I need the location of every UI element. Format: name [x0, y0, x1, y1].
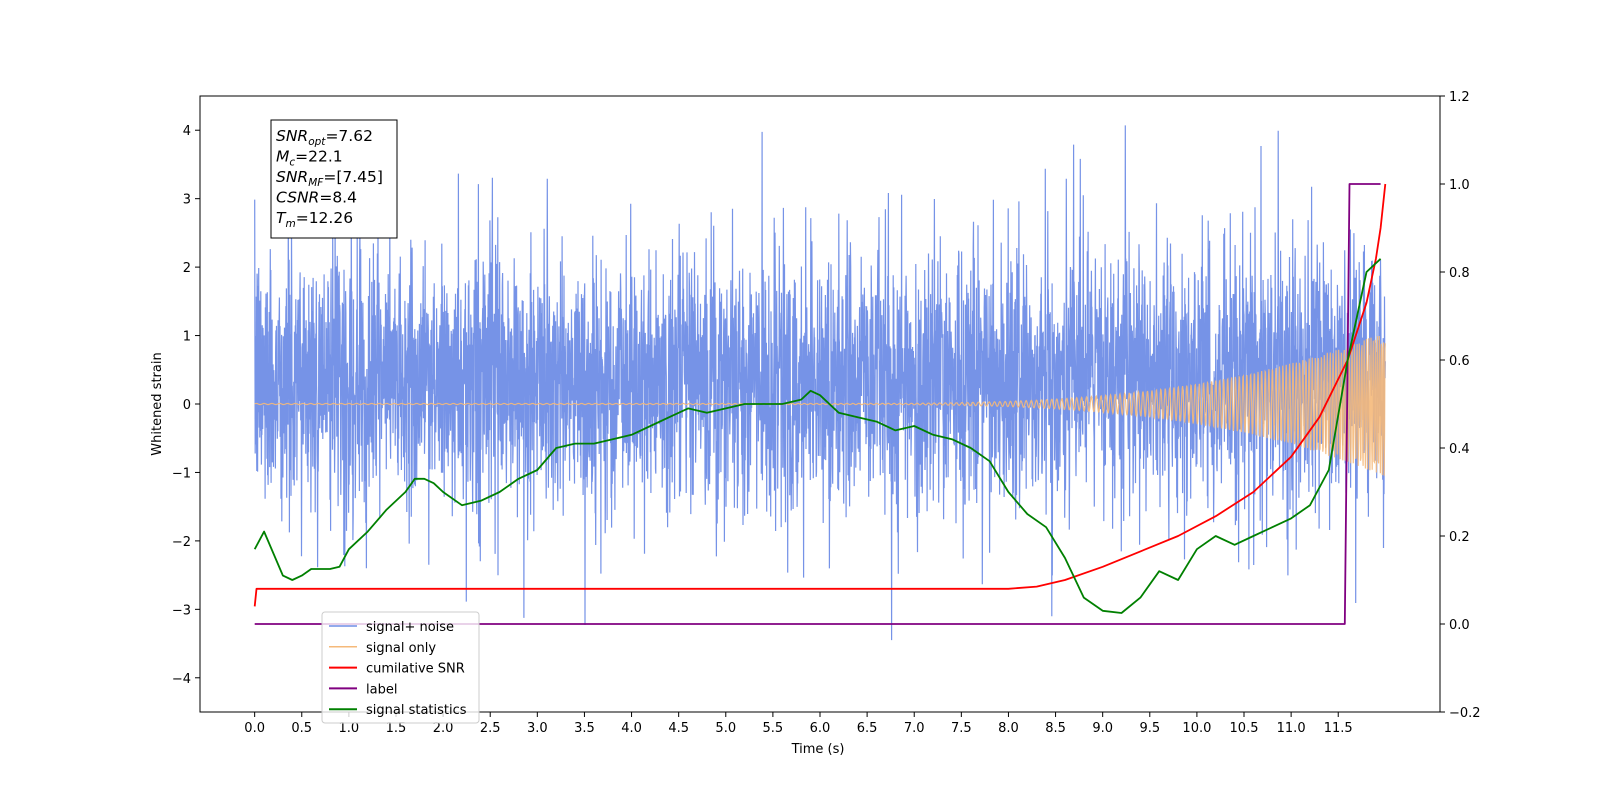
- x-tick-label: 6.5: [857, 721, 878, 736]
- annotation-line: Tm=12.26: [276, 209, 353, 230]
- x-tick-label: 11.0: [1277, 721, 1306, 736]
- x-tick-label: 8.0: [998, 721, 1019, 736]
- legend-label: label: [366, 682, 397, 697]
- annotation-line: SNRopt=7.62: [276, 127, 373, 148]
- y2-tick-label: 1.0: [1449, 178, 1470, 193]
- y2-tick-label: 0.0: [1449, 618, 1470, 633]
- y-axis-left: 4 3 2 1 0 −1 −2 −3 −4: [172, 124, 200, 687]
- x-tick-label: 8.5: [1045, 721, 1066, 736]
- y2-tick-label: 0.6: [1449, 354, 1470, 369]
- y2-tick-label: 0.8: [1449, 266, 1470, 281]
- y-tick-label: −3: [172, 603, 191, 618]
- x-tick-label: 7.5: [951, 721, 972, 736]
- x-tick-label: 2.5: [480, 721, 501, 736]
- legend: signal+ noise signal only cumilative SNR la…: [321, 611, 480, 724]
- legend-label: signal+ noise: [366, 620, 454, 635]
- x-tick-label: 1.0: [339, 721, 360, 736]
- x-tick-label: 10.0: [1182, 721, 1211, 736]
- x-tick-label: 3.5: [574, 721, 595, 736]
- x-tick-label: 4.5: [668, 721, 689, 736]
- y-axis-right: 1.2 1.0 0.8 0.6 0.4 0.2 0.0 −0.2: [1440, 90, 1481, 721]
- annotation-line: CSNR=8.4: [276, 189, 357, 207]
- y2-tick-label: 1.2: [1449, 90, 1470, 105]
- x-tick-label: 9.0: [1092, 721, 1113, 736]
- annotation-frame: [270, 119, 398, 239]
- series-line-signal-only: [254, 335, 1386, 476]
- x-axis-title: Time (s): [791, 742, 845, 757]
- x-tick-label: 0.5: [291, 721, 312, 736]
- y-tick-label: −4: [172, 672, 191, 687]
- legend-frame: [321, 611, 480, 724]
- legend-label: cumilative SNR: [366, 662, 465, 677]
- x-tick-label: 10.5: [1230, 721, 1259, 736]
- x-tick-label: 3.0: [527, 721, 548, 736]
- y-tick-label: −1: [172, 466, 191, 481]
- annotation-line: Mc=22.1: [276, 148, 343, 169]
- y-tick-label: 1: [183, 330, 191, 345]
- x-tick-label: 0.0: [244, 721, 265, 736]
- series-line-signal-statistics: [253, 258, 1382, 614]
- x-tick-label: 9.5: [1139, 721, 1160, 736]
- series-layer: [253, 125, 1387, 641]
- series-line-label: [254, 183, 1381, 625]
- y-tick-label: 3: [183, 193, 191, 208]
- x-tick-label: 6.0: [810, 721, 831, 736]
- x-tick-label: 5.0: [715, 721, 736, 736]
- x-tick-label: 4.0: [621, 721, 642, 736]
- y-tick-label: −2: [172, 535, 191, 550]
- y-axis-title: Whitened strain: [150, 352, 165, 455]
- x-tick-label: 5.5: [763, 721, 784, 736]
- x-tick-label: 7.0: [904, 721, 925, 736]
- y-tick-label: 0: [183, 398, 191, 413]
- x-tick-label: 1.5: [386, 721, 407, 736]
- y2-tick-label: 0.4: [1449, 442, 1470, 457]
- x-tick-label: 11.5: [1324, 721, 1353, 736]
- series-group: [253, 125, 1387, 641]
- y-tick-label: 2: [183, 261, 191, 276]
- legend-label: signal only: [366, 641, 436, 656]
- x-tick-label: 2.0: [433, 721, 454, 736]
- y2-tick-label: 0.2: [1449, 530, 1470, 545]
- y-tick-label: 4: [183, 124, 191, 139]
- y2-tick-label: −0.2: [1449, 706, 1481, 721]
- x-axis: 0.0 0.5 1.0 1.5 2.0 2.5 3.0 3.5 4.0 4.5 5.0 5.5 6.0 6…: [244, 712, 1353, 736]
- legend-label: signal statistics: [366, 703, 467, 718]
- series-line-signal-noise: [254, 125, 1386, 641]
- annotation-line: SNRMF=[7.45]: [276, 168, 383, 189]
